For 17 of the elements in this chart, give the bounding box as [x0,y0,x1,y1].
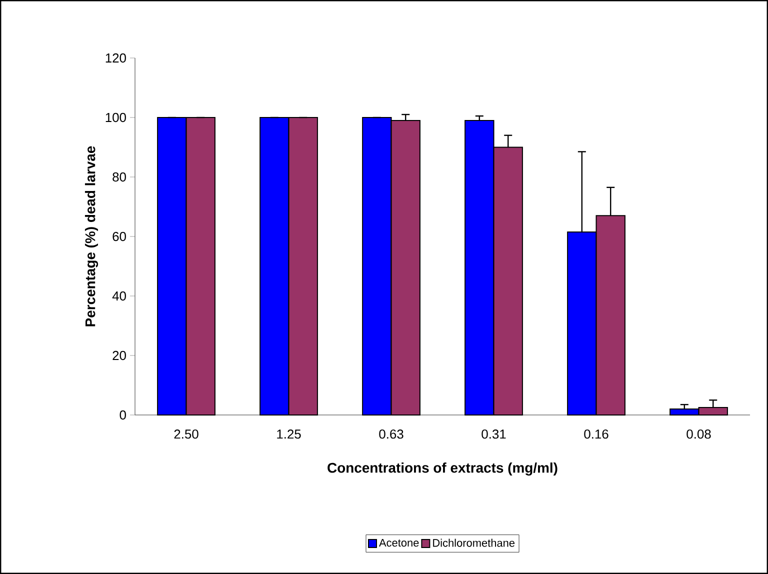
x-tick-label: 0.16 [584,430,608,439]
y-tick-label: 0 [120,410,126,420]
y-tick-label: 40 [112,291,126,301]
x-tick-label: 0.08 [686,430,711,439]
x-tick-label: 2.50 [174,430,198,439]
legend-label: Acetone [379,538,419,547]
x-tick-label: 1.25 [277,430,301,439]
x-tick-label: 0.31 [482,430,506,439]
y-tick-label: 120 [106,53,126,63]
y-tick-label: 60 [112,232,126,242]
legend-label: Dichloromethane [433,538,515,547]
y-tick-label: 100 [106,112,126,122]
y-axis-title: Percentage (%) dead larvae [84,146,98,326]
y-tick-label: 80 [112,172,126,182]
x-axis-title: Concentrations of extracts (mg/ml) [328,462,558,476]
x-tick-label: 0.63 [379,430,404,439]
y-tick-label: 20 [112,350,126,360]
